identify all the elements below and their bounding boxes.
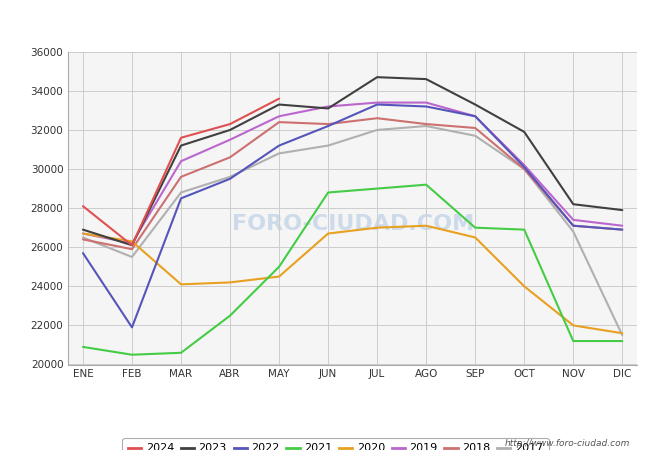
- Text: Afiliados en Benidorm a 31/5/2024: Afiliados en Benidorm a 31/5/2024: [181, 14, 469, 33]
- Text: http://www.foro-ciudad.com: http://www.foro-ciudad.com: [505, 439, 630, 448]
- Legend: 2024, 2023, 2022, 2021, 2020, 2019, 2018, 2017: 2024, 2023, 2022, 2021, 2020, 2019, 2018…: [122, 438, 549, 450]
- Text: FORO-CIUDAD.COM: FORO-CIUDAD.COM: [231, 214, 474, 234]
